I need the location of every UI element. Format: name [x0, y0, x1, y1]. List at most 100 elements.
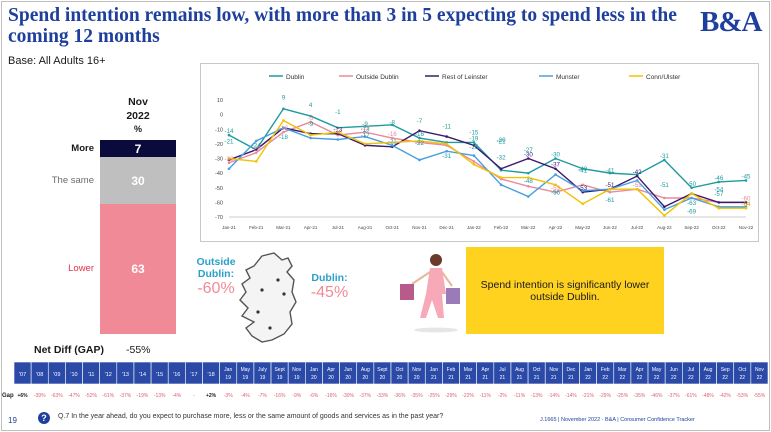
survey-question: Q.7 In the year ahead, do you expect to …: [58, 413, 444, 420]
data-label: -51: [633, 182, 643, 189]
brand-logo: B&A: [700, 6, 762, 38]
data-label: -41: [605, 168, 615, 175]
series-point: [227, 167, 231, 171]
x-tick-label: Oct-21: [386, 225, 400, 230]
y-tick-label: -40: [215, 171, 223, 177]
timeline-gap-value: -14%: [565, 393, 577, 399]
x-tick-label: Nov-21: [412, 225, 427, 230]
timeline-period-label: Dec: [566, 367, 575, 373]
timeline-period-label: 20: [328, 375, 334, 381]
timeline-period-label: Oct: [396, 367, 404, 373]
data-label: -18: [279, 134, 289, 141]
timeline-gap-value: -61%: [685, 393, 697, 399]
series-point: [445, 135, 448, 138]
timeline-period-label: '16: [173, 372, 180, 378]
series-point: [336, 126, 340, 130]
series-point: [336, 138, 340, 141]
data-label: -31: [442, 153, 452, 160]
series-point: [227, 133, 231, 137]
series-point: [472, 141, 476, 144]
x-tick-label: Aug-21: [358, 225, 373, 230]
stack-label-the-same: The same: [51, 174, 94, 186]
timeline-gap-value: -30%: [342, 393, 354, 399]
series-point: [418, 129, 421, 133]
data-label: 9: [282, 94, 286, 101]
data-label: -60: [742, 195, 752, 202]
legend-entry: Rest of Leinster: [442, 74, 488, 81]
timeline-period-label: 21: [534, 375, 540, 381]
x-tick-label: Nov-22: [739, 225, 754, 230]
data-label: -12: [361, 125, 371, 132]
stack-segment-lower: 63: [100, 204, 176, 334]
series-point: [744, 206, 748, 210]
timeline-period-label: Oct: [738, 367, 746, 373]
series-point: [554, 183, 557, 187]
series-point: [744, 179, 748, 182]
timeline-period-label: '12: [105, 372, 112, 378]
series-point: [663, 158, 666, 162]
timeline-period-label: 22: [705, 375, 711, 381]
city-dot: [260, 288, 264, 292]
timeline-gap-value: -42%: [719, 393, 731, 399]
data-label: -21: [225, 138, 235, 145]
legend-entry: Munster: [556, 74, 580, 81]
y-tick-label: -70: [215, 215, 223, 221]
outside-dublin-label: Outside Dublin:: [196, 256, 236, 280]
series-point: [608, 171, 612, 175]
timeline-period-label: Aug: [704, 367, 713, 373]
series-point: [363, 135, 367, 138]
timeline-period-label: Apr: [636, 367, 644, 373]
timeline-gap-value: -25%: [428, 393, 440, 399]
series-point: [472, 163, 476, 166]
dublin-value: -45%: [310, 284, 349, 301]
outside-dublin-value: -60%: [197, 280, 235, 297]
x-tick-label: Jul-21: [332, 225, 345, 230]
timeline-gap-value: -55%: [754, 393, 766, 399]
timeline-gap-value: -37%: [359, 393, 371, 399]
data-label: -21: [497, 138, 507, 145]
timeline-period-label: Feb: [601, 367, 610, 373]
series-point: [363, 125, 367, 128]
x-tick-label: Jun-22: [603, 225, 617, 230]
timeline-gap-value: -63%: [51, 393, 63, 399]
series-point: [581, 167, 585, 171]
series-point: [282, 130, 285, 134]
series-point: [445, 149, 448, 153]
data-label: -46: [714, 175, 724, 182]
timeline-period-label: 22: [688, 375, 694, 381]
ireland-map-shape: [239, 252, 297, 343]
stack-segment-more: 7: [100, 140, 176, 157]
series-point: [527, 176, 530, 179]
series-line: [228, 119, 746, 217]
data-label: -51: [605, 182, 615, 189]
timeline-gap-value: +2%: [206, 393, 217, 399]
series-point: [390, 141, 394, 144]
timeline-gap-value: -33%: [377, 393, 389, 399]
data-label: -53: [578, 185, 588, 192]
timeline-period-label: Aug: [361, 367, 370, 373]
series-point: [472, 160, 476, 163]
key-finding-callout: Spend intention is significantly lower o…: [466, 247, 664, 334]
series-point: [309, 133, 312, 137]
data-label: -12: [279, 125, 289, 132]
timeline-gap-value: -35%: [634, 393, 646, 399]
data-label: -51: [660, 182, 670, 189]
timeline-period-label: 19: [277, 375, 283, 381]
series-point: [635, 187, 639, 191]
timeline-gap-value: -22%: [462, 393, 474, 399]
data-label: -14: [333, 128, 343, 135]
timeline-gap-value: -13%: [154, 393, 166, 399]
series-point: [336, 130, 340, 134]
timeline-period-label: 20: [397, 375, 403, 381]
net-diff-value: -55%: [126, 344, 151, 356]
timeline-gap-value: -19%: [137, 393, 149, 399]
data-label: -24: [252, 143, 262, 150]
series-point: [254, 160, 258, 163]
timeline-period-label: '15: [156, 372, 163, 378]
timeline-gap-value: -4%: [241, 393, 250, 399]
series-point: [608, 187, 612, 191]
series-point: [309, 120, 312, 124]
timeline-period-label: Jan: [310, 367, 318, 373]
stack-period: Nov: [128, 96, 148, 108]
series-point: [282, 126, 285, 130]
